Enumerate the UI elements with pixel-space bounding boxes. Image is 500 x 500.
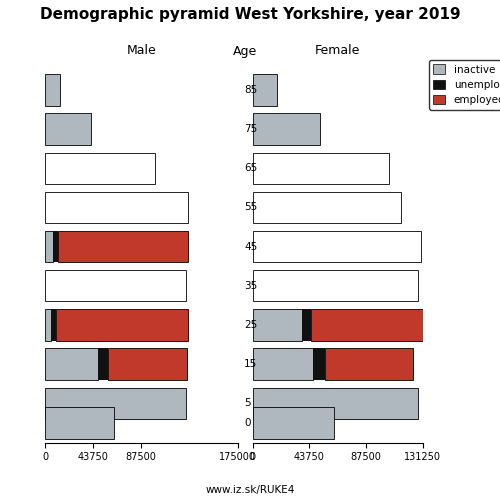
Bar <box>252 270 418 302</box>
Text: www.iz.sk/RUKE4: www.iz.sk/RUKE4 <box>206 485 294 495</box>
Text: 15: 15 <box>244 359 258 369</box>
Bar <box>314 348 325 380</box>
Text: 55: 55 <box>244 202 258 212</box>
Text: Female: Female <box>315 44 360 58</box>
Bar <box>45 192 188 223</box>
Bar <box>45 348 98 380</box>
Bar <box>56 310 188 340</box>
Bar <box>252 407 334 438</box>
Text: Age: Age <box>233 44 257 58</box>
Bar <box>45 310 51 340</box>
Text: Male: Male <box>126 44 156 58</box>
Bar <box>252 192 402 223</box>
Bar <box>252 114 320 145</box>
Bar <box>98 348 108 380</box>
Bar <box>45 231 52 262</box>
Legend: inactive, unemployed, employed: inactive, unemployed, employed <box>428 60 500 110</box>
Bar <box>45 152 155 184</box>
Text: 85: 85 <box>244 85 258 95</box>
Bar <box>252 348 314 380</box>
Bar <box>45 74 60 106</box>
Text: Demographic pyramid West Yorkshire, year 2019: Demographic pyramid West Yorkshire, year… <box>40 8 461 22</box>
Bar <box>325 348 413 380</box>
Bar <box>45 270 186 302</box>
Text: 65: 65 <box>244 164 258 173</box>
Text: 35: 35 <box>244 281 258 291</box>
Text: 0: 0 <box>244 418 251 428</box>
Bar <box>45 407 114 438</box>
Text: 75: 75 <box>244 124 258 134</box>
Bar <box>52 231 58 262</box>
Bar <box>302 310 311 340</box>
Text: 25: 25 <box>244 320 258 330</box>
Bar <box>311 310 430 340</box>
Bar <box>252 388 418 419</box>
Bar <box>252 152 388 184</box>
Text: 45: 45 <box>244 242 258 252</box>
Bar <box>58 231 188 262</box>
Bar <box>45 388 186 419</box>
Bar <box>45 114 91 145</box>
Text: 5: 5 <box>244 398 251 408</box>
Bar <box>50 310 56 340</box>
Bar <box>252 74 277 106</box>
Bar <box>252 310 302 340</box>
Bar <box>108 348 187 380</box>
Bar <box>252 231 421 262</box>
